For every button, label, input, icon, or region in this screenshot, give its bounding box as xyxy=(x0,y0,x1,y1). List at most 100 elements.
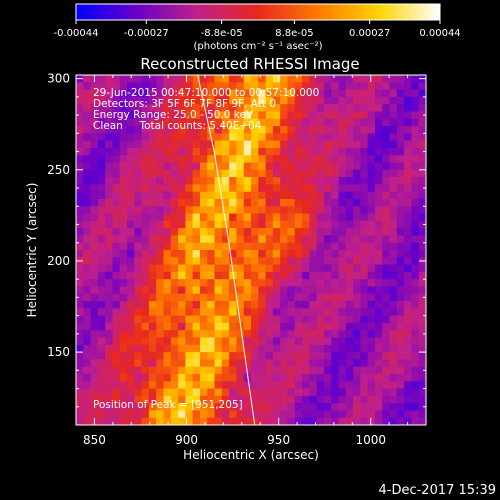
heatmap-cell xyxy=(119,293,128,302)
heatmap-cell xyxy=(192,140,201,149)
heatmap-cell xyxy=(76,228,84,236)
heatmap-cell xyxy=(331,111,339,120)
heatmap-cell xyxy=(112,373,121,382)
heatmap-cell xyxy=(353,235,361,244)
heatmap-cell xyxy=(382,417,390,425)
heatmap-cell xyxy=(185,359,194,368)
heatmap-cell xyxy=(119,366,128,375)
heatmap-cell xyxy=(214,330,223,338)
heatmap-cell xyxy=(265,322,274,331)
heatmap-cell xyxy=(192,96,201,105)
heatmap-cell xyxy=(243,177,252,185)
heatmap-cell xyxy=(251,373,259,382)
heatmap-cell xyxy=(112,228,121,236)
heatmap-cell xyxy=(367,395,376,404)
heatmap-cell xyxy=(389,410,398,419)
heatmap-cell xyxy=(156,133,164,142)
heatmap-cell xyxy=(90,410,99,419)
heatmap-cell xyxy=(360,169,369,178)
heatmap-cell xyxy=(90,366,99,375)
heatmap-cell xyxy=(148,366,157,375)
heatmap-cell xyxy=(345,198,354,207)
heatmap-cell xyxy=(148,220,157,229)
heatmap-cell xyxy=(418,82,426,90)
heatmap-cell xyxy=(199,250,208,258)
heatmap-cell xyxy=(185,257,194,265)
heatmap-cell xyxy=(229,104,237,112)
heatmap-cell xyxy=(367,213,376,222)
heatmap-cell xyxy=(170,155,179,163)
heatmap-cell xyxy=(243,322,252,331)
heatmap-cell xyxy=(331,162,339,171)
heatmap-cell xyxy=(404,308,412,317)
heatmap-cell xyxy=(265,344,274,353)
heatmap-cell xyxy=(338,111,347,120)
heatmap-cell xyxy=(287,89,296,98)
heatmap-cell xyxy=(360,315,369,324)
heatmap-cell xyxy=(221,337,230,346)
heatmap-cell xyxy=(90,403,99,411)
heatmap-cell xyxy=(323,410,332,419)
heatmap-cell xyxy=(76,104,84,112)
heatmap-cell xyxy=(272,169,281,178)
heatmap-cell xyxy=(316,337,325,346)
heatmap-cell xyxy=(272,344,281,353)
heatmap-cell xyxy=(280,96,288,105)
heatmap-cell xyxy=(185,177,194,185)
heatmap-cell xyxy=(192,271,201,280)
heatmap-cell xyxy=(367,257,376,265)
heatmap-cell xyxy=(141,169,150,178)
heatmap-cell xyxy=(280,417,288,425)
heatmap-cell xyxy=(280,140,288,149)
heatmap-cell xyxy=(309,315,318,324)
heatmap-cell xyxy=(418,206,426,214)
heatmap-cell xyxy=(141,330,150,338)
heatmap-cell xyxy=(367,337,376,346)
heatmap-cell xyxy=(353,315,361,324)
date-stamp: 4-Dec-2017 15:39 xyxy=(379,483,497,498)
heatmap-cell xyxy=(134,279,143,287)
heatmap-cell xyxy=(148,213,157,222)
heatmap-cell xyxy=(178,220,186,229)
heatmap-cell xyxy=(345,308,354,317)
heatmap-cell xyxy=(207,140,215,149)
heatmap-cell xyxy=(90,235,99,244)
heatmap-cell xyxy=(374,147,383,156)
heatmap-cell xyxy=(214,96,223,105)
heatmap-cell xyxy=(105,264,113,273)
heatmap-cell xyxy=(367,330,376,338)
heatmap-cell xyxy=(353,82,361,90)
heatmap-cell xyxy=(199,308,208,317)
heatmap-cell xyxy=(83,308,91,317)
heatmap-cell xyxy=(127,403,135,411)
heatmap-cell xyxy=(309,169,318,178)
heatmap-cell xyxy=(199,177,208,185)
heatmap-cell xyxy=(156,301,164,309)
heatmap-cell xyxy=(229,257,237,265)
heatmap-cell xyxy=(83,198,91,207)
heatmap-cell xyxy=(418,155,426,163)
heatmap-cell xyxy=(141,403,150,411)
heatmap-cell xyxy=(309,104,318,112)
heatmap-cell xyxy=(229,381,237,389)
heatmap-cell xyxy=(302,118,310,127)
heatmap-cell xyxy=(418,169,426,178)
heatmap-cell xyxy=(404,264,412,273)
heatmap-cell xyxy=(411,228,420,236)
heatmap-cell xyxy=(287,198,296,207)
heatmap-cell xyxy=(178,257,186,265)
heatmap-cell xyxy=(374,104,383,112)
heatmap-cell xyxy=(418,147,426,156)
colorbar-tick-label: -0.00027 xyxy=(124,28,169,39)
heatmap-cell xyxy=(207,279,215,287)
heatmap-cell xyxy=(178,147,186,156)
heatmap-cell xyxy=(265,330,274,338)
heatmap-cell xyxy=(214,147,223,156)
heatmap-cell xyxy=(251,403,259,411)
heatmap-cell xyxy=(236,220,245,229)
heatmap-cell xyxy=(156,75,164,83)
heatmap-cell xyxy=(134,206,143,214)
heatmap-cell xyxy=(156,118,164,127)
heatmap-cell xyxy=(374,155,383,163)
heatmap-cell xyxy=(236,235,245,244)
